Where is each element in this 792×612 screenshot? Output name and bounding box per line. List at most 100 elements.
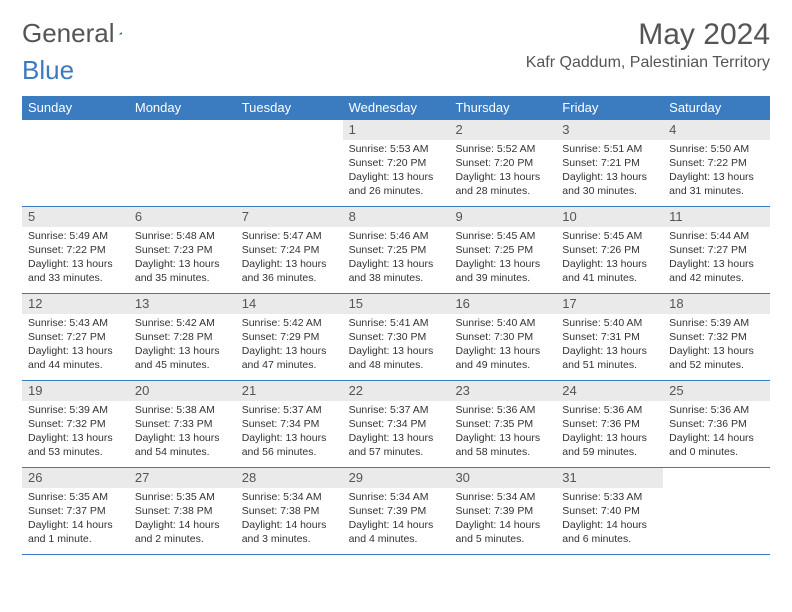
weekday-saturday: Saturday bbox=[663, 96, 770, 120]
day-number: 19 bbox=[22, 381, 129, 401]
logo-text-general: General bbox=[22, 18, 115, 49]
day-body: Sunrise: 5:45 AMSunset: 7:25 PMDaylight:… bbox=[449, 227, 556, 289]
calendar-row: 5Sunrise: 5:49 AMSunset: 7:22 PMDaylight… bbox=[22, 207, 770, 294]
sunset-text: Sunset: 7:36 PM bbox=[669, 418, 764, 432]
calendar-cell: 30Sunrise: 5:34 AMSunset: 7:39 PMDayligh… bbox=[449, 468, 556, 554]
sunrise-text: Sunrise: 5:52 AM bbox=[455, 143, 550, 157]
sunrise-text: Sunrise: 5:36 AM bbox=[562, 404, 657, 418]
day-body: Sunrise: 5:35 AMSunset: 7:38 PMDaylight:… bbox=[129, 488, 236, 550]
day-number: 14 bbox=[236, 294, 343, 314]
sunset-text: Sunset: 7:27 PM bbox=[28, 331, 123, 345]
sunset-text: Sunset: 7:31 PM bbox=[562, 331, 657, 345]
daylight-text: Daylight: 13 hours and 48 minutes. bbox=[349, 345, 444, 373]
sunrise-text: Sunrise: 5:38 AM bbox=[135, 404, 230, 418]
sunrise-text: Sunrise: 5:35 AM bbox=[28, 491, 123, 505]
day-number: 18 bbox=[663, 294, 770, 314]
calendar-cell: 1Sunrise: 5:53 AMSunset: 7:20 PMDaylight… bbox=[343, 120, 450, 206]
day-number: 5 bbox=[22, 207, 129, 227]
day-body: Sunrise: 5:41 AMSunset: 7:30 PMDaylight:… bbox=[343, 314, 450, 376]
sunrise-text: Sunrise: 5:36 AM bbox=[669, 404, 764, 418]
day-number: 13 bbox=[129, 294, 236, 314]
calendar-cell: 9Sunrise: 5:45 AMSunset: 7:25 PMDaylight… bbox=[449, 207, 556, 293]
sunset-text: Sunset: 7:38 PM bbox=[242, 505, 337, 519]
sunrise-text: Sunrise: 5:40 AM bbox=[455, 317, 550, 331]
day-number: 10 bbox=[556, 207, 663, 227]
day-body: Sunrise: 5:38 AMSunset: 7:33 PMDaylight:… bbox=[129, 401, 236, 463]
calendar-cell: 21Sunrise: 5:37 AMSunset: 7:34 PMDayligh… bbox=[236, 381, 343, 467]
day-body: Sunrise: 5:36 AMSunset: 7:36 PMDaylight:… bbox=[663, 401, 770, 463]
calendar-cell: 2Sunrise: 5:52 AMSunset: 7:20 PMDaylight… bbox=[449, 120, 556, 206]
sunrise-text: Sunrise: 5:47 AM bbox=[242, 230, 337, 244]
calendar-cell: 27Sunrise: 5:35 AMSunset: 7:38 PMDayligh… bbox=[129, 468, 236, 554]
sunrise-text: Sunrise: 5:39 AM bbox=[669, 317, 764, 331]
weekday-monday: Monday bbox=[129, 96, 236, 120]
daylight-text: Daylight: 14 hours and 3 minutes. bbox=[242, 519, 337, 547]
day-body: Sunrise: 5:33 AMSunset: 7:40 PMDaylight:… bbox=[556, 488, 663, 550]
sunrise-text: Sunrise: 5:51 AM bbox=[562, 143, 657, 157]
sunset-text: Sunset: 7:40 PM bbox=[562, 505, 657, 519]
calendar-cell bbox=[236, 120, 343, 206]
calendar-cell: 8Sunrise: 5:46 AMSunset: 7:25 PMDaylight… bbox=[343, 207, 450, 293]
sunrise-text: Sunrise: 5:40 AM bbox=[562, 317, 657, 331]
day-number: 2 bbox=[449, 120, 556, 140]
calendar-row: 19Sunrise: 5:39 AMSunset: 7:32 PMDayligh… bbox=[22, 381, 770, 468]
day-body: Sunrise: 5:47 AMSunset: 7:24 PMDaylight:… bbox=[236, 227, 343, 289]
day-body: Sunrise: 5:36 AMSunset: 7:36 PMDaylight:… bbox=[556, 401, 663, 463]
calendar-cell: 31Sunrise: 5:33 AMSunset: 7:40 PMDayligh… bbox=[556, 468, 663, 554]
daylight-text: Daylight: 13 hours and 47 minutes. bbox=[242, 345, 337, 373]
day-body: Sunrise: 5:40 AMSunset: 7:30 PMDaylight:… bbox=[449, 314, 556, 376]
sunrise-text: Sunrise: 5:45 AM bbox=[455, 230, 550, 244]
calendar-cell: 18Sunrise: 5:39 AMSunset: 7:32 PMDayligh… bbox=[663, 294, 770, 380]
location-label: Kafr Qaddum, Palestinian Territory bbox=[526, 54, 770, 72]
sunrise-text: Sunrise: 5:35 AM bbox=[135, 491, 230, 505]
sunset-text: Sunset: 7:33 PM bbox=[135, 418, 230, 432]
sunset-text: Sunset: 7:30 PM bbox=[349, 331, 444, 345]
sunset-text: Sunset: 7:27 PM bbox=[669, 244, 764, 258]
day-body: Sunrise: 5:51 AMSunset: 7:21 PMDaylight:… bbox=[556, 140, 663, 202]
calendar-row: 12Sunrise: 5:43 AMSunset: 7:27 PMDayligh… bbox=[22, 294, 770, 381]
day-number: 29 bbox=[343, 468, 450, 488]
day-number: 16 bbox=[449, 294, 556, 314]
daylight-text: Daylight: 13 hours and 42 minutes. bbox=[669, 258, 764, 286]
calendar-cell: 16Sunrise: 5:40 AMSunset: 7:30 PMDayligh… bbox=[449, 294, 556, 380]
calendar-cell: 15Sunrise: 5:41 AMSunset: 7:30 PMDayligh… bbox=[343, 294, 450, 380]
daylight-text: Daylight: 13 hours and 28 minutes. bbox=[455, 171, 550, 199]
day-body: Sunrise: 5:42 AMSunset: 7:28 PMDaylight:… bbox=[129, 314, 236, 376]
day-number: 24 bbox=[556, 381, 663, 401]
daylight-text: Daylight: 13 hours and 44 minutes. bbox=[28, 345, 123, 373]
calendar-cell bbox=[129, 120, 236, 206]
calendar-cell: 10Sunrise: 5:45 AMSunset: 7:26 PMDayligh… bbox=[556, 207, 663, 293]
calendar-cell: 19Sunrise: 5:39 AMSunset: 7:32 PMDayligh… bbox=[22, 381, 129, 467]
calendar-row: 1Sunrise: 5:53 AMSunset: 7:20 PMDaylight… bbox=[22, 120, 770, 207]
month-title: May 2024 bbox=[526, 18, 770, 52]
day-number: 15 bbox=[343, 294, 450, 314]
sunset-text: Sunset: 7:25 PM bbox=[349, 244, 444, 258]
day-number: 4 bbox=[663, 120, 770, 140]
day-number: 31 bbox=[556, 468, 663, 488]
daylight-text: Daylight: 13 hours and 56 minutes. bbox=[242, 432, 337, 460]
sunrise-text: Sunrise: 5:41 AM bbox=[349, 317, 444, 331]
day-body: Sunrise: 5:48 AMSunset: 7:23 PMDaylight:… bbox=[129, 227, 236, 289]
sunset-text: Sunset: 7:38 PM bbox=[135, 505, 230, 519]
day-number: 9 bbox=[449, 207, 556, 227]
daylight-text: Daylight: 13 hours and 30 minutes. bbox=[562, 171, 657, 199]
calendar-cell bbox=[663, 468, 770, 554]
daylight-text: Daylight: 13 hours and 53 minutes. bbox=[28, 432, 123, 460]
weekday-sunday: Sunday bbox=[22, 96, 129, 120]
sunset-text: Sunset: 7:22 PM bbox=[28, 244, 123, 258]
sunset-text: Sunset: 7:24 PM bbox=[242, 244, 337, 258]
day-body: Sunrise: 5:42 AMSunset: 7:29 PMDaylight:… bbox=[236, 314, 343, 376]
daylight-text: Daylight: 14 hours and 5 minutes. bbox=[455, 519, 550, 547]
day-number: 8 bbox=[343, 207, 450, 227]
sunrise-text: Sunrise: 5:33 AM bbox=[562, 491, 657, 505]
sunset-text: Sunset: 7:29 PM bbox=[242, 331, 337, 345]
title-block: May 2024 Kafr Qaddum, Palestinian Territ… bbox=[526, 18, 770, 72]
daylight-text: Daylight: 14 hours and 4 minutes. bbox=[349, 519, 444, 547]
weekday-wednesday: Wednesday bbox=[343, 96, 450, 120]
sunset-text: Sunset: 7:35 PM bbox=[455, 418, 550, 432]
day-number: 28 bbox=[236, 468, 343, 488]
calendar-cell: 29Sunrise: 5:34 AMSunset: 7:39 PMDayligh… bbox=[343, 468, 450, 554]
sunset-text: Sunset: 7:23 PM bbox=[135, 244, 230, 258]
calendar-cell: 11Sunrise: 5:44 AMSunset: 7:27 PMDayligh… bbox=[663, 207, 770, 293]
calendar-row: 26Sunrise: 5:35 AMSunset: 7:37 PMDayligh… bbox=[22, 468, 770, 555]
